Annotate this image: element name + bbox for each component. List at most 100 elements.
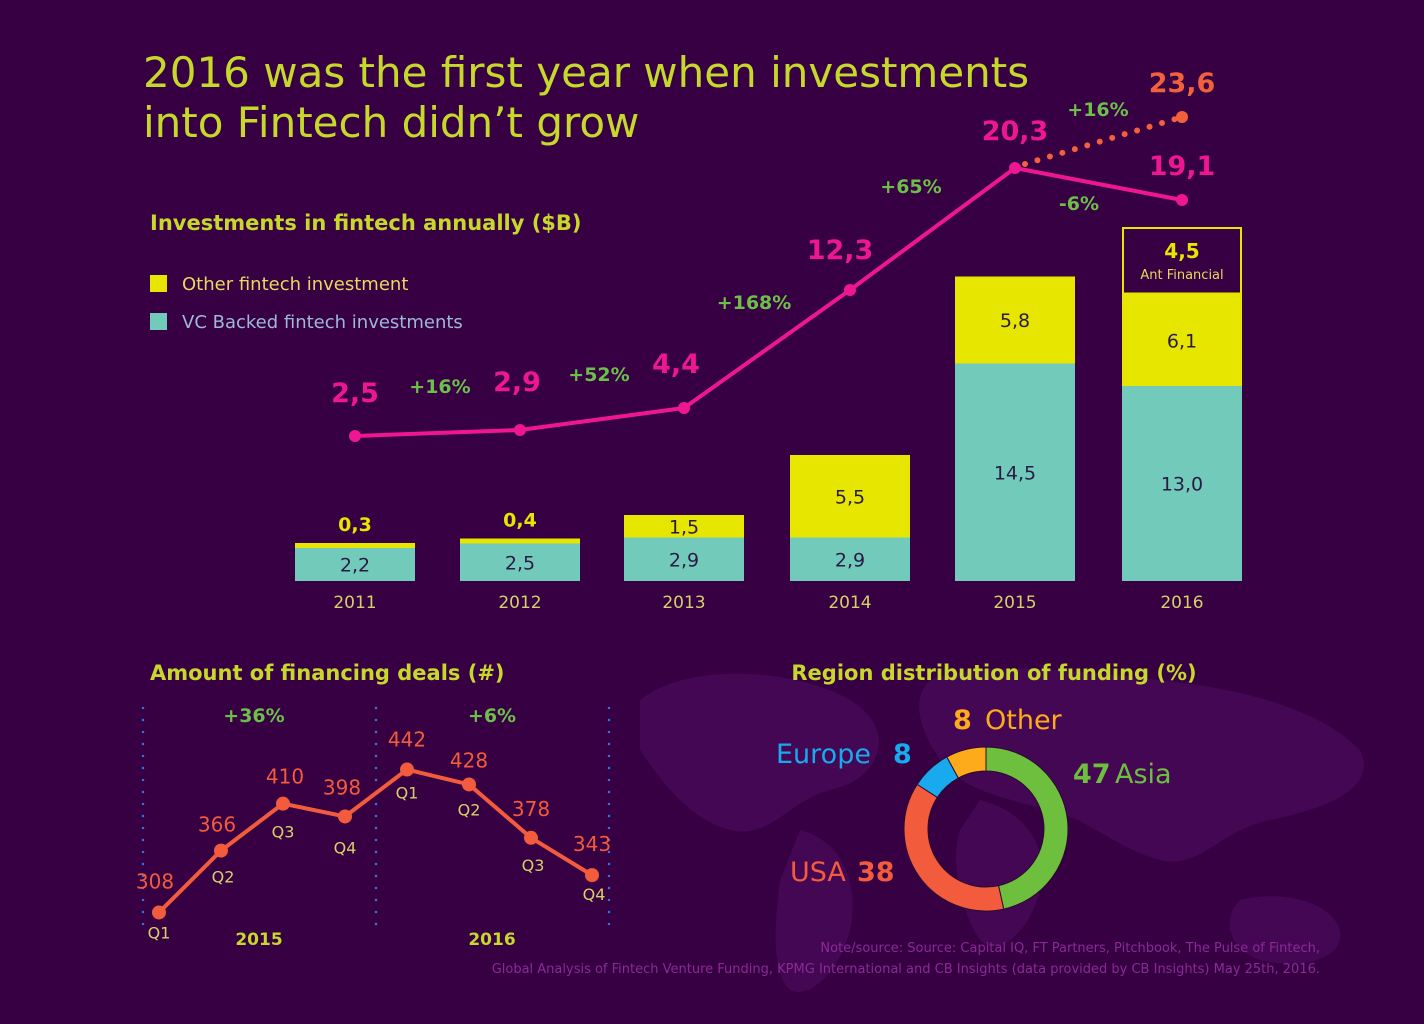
deal-point-4 (400, 762, 414, 777)
deals-chart-title: Amount of financing deals (#) (150, 661, 505, 685)
deal-point-7 (585, 868, 599, 883)
total-label-2014: 12,3 (807, 235, 874, 266)
total-point-2011 (349, 430, 361, 442)
deal-point-6 (524, 830, 538, 845)
total-investment-line (354, 165, 1183, 438)
year-label-2014: 2014 (828, 593, 871, 613)
year-label-2016: 2016 (1160, 593, 1203, 613)
deal-point-0 (152, 905, 166, 920)
deal-point-3 (338, 809, 352, 824)
bar-label-other-2016: 6,1 (1167, 330, 1197, 352)
deal-value-5: 428 (450, 748, 488, 772)
bar-vc-2015 (955, 363, 1075, 581)
ant-financial-value: 4,5 (1164, 239, 1199, 263)
bar-label-vc-2011: 2,2 (340, 555, 370, 577)
deal-value-3: 398 (323, 775, 361, 799)
total-label-2015: 20,3 (982, 116, 1049, 147)
region-name-europe: Europe (776, 739, 871, 770)
deal-point-1 (214, 843, 228, 858)
bar-label-vc-2015: 14,5 (994, 462, 1036, 484)
bar-label-other-2015: 5,8 (1000, 310, 1030, 332)
deal-value-7: 343 (573, 832, 611, 856)
region-value-other: 8 (953, 705, 972, 736)
projection-line (1022, 114, 1185, 167)
stacked-bars: 2,2 0,3 2011 2,5 0,4 2012 2,9 1,5 2013 2,9 5,5 2014… (295, 227, 1242, 613)
projection-growth-label: +16% (1067, 99, 1128, 121)
bar-vc-2014 (790, 537, 910, 581)
total-point-2016 (1176, 194, 1188, 206)
deal-quarter-7: Q4 (583, 885, 606, 904)
legend-label-vc: VC Backed fintech investments (182, 312, 463, 333)
bar-label-vc-2014: 2,9 (835, 549, 865, 571)
total-label-2016: 19,1 (1149, 151, 1216, 182)
period-label-2016: 2016 (468, 930, 515, 950)
region-value-asia: 47 (1073, 759, 1111, 790)
bar-ant-financial-box (1122, 227, 1242, 295)
bar-vc-2012 (460, 543, 580, 581)
deal-value-6: 378 (512, 797, 550, 821)
bar-other-2013 (624, 515, 744, 538)
growth-label-1: +52% (568, 364, 629, 386)
bar-other-2016 (1122, 294, 1242, 386)
projection-label: 23,6 (1149, 68, 1216, 99)
title-line-2: into Fintech didn’t grow (143, 98, 639, 147)
bar-label-other-2014: 5,5 (835, 486, 865, 508)
total-label-2011: 2,5 (331, 378, 379, 409)
bar-label-other-2013: 1,5 (669, 516, 699, 538)
region-value-europe: 8 (893, 739, 912, 770)
total-point-2013 (678, 402, 690, 414)
deal-quarter-4: Q1 (396, 784, 419, 803)
deal-quarter-2: Q3 (272, 823, 295, 842)
total-line: 23,6 +16% 2,5 2,9 4,4 12,3 20,3 19,1 +16% +52% +16… (331, 68, 1215, 442)
donut-slice-usa (903, 783, 1005, 912)
region-name-other: Other (985, 705, 1063, 736)
growth-label-4: -6% (1059, 193, 1099, 215)
deal-value-2: 410 (266, 765, 304, 789)
bar-vc-2016 (1122, 386, 1242, 581)
total-label-2013: 4,4 (652, 349, 700, 380)
year-label-2012: 2012 (498, 593, 541, 613)
total-label-2012: 2,9 (493, 367, 541, 398)
bar-vc-2013 (624, 537, 744, 581)
deal-value-1: 366 (198, 813, 236, 837)
deal-value-4: 442 (388, 728, 426, 752)
deal-quarter-1: Q2 (212, 868, 235, 887)
deal-quarter-3: Q4 (334, 838, 357, 857)
bar-label-other-2011: 0,3 (338, 514, 372, 536)
deal-quarter-5: Q2 (458, 800, 481, 819)
total-point-2012 (514, 424, 526, 436)
deal-value-0: 308 (136, 869, 174, 893)
deal-point-5 (462, 777, 476, 792)
region-value-usa: 38 (857, 857, 895, 888)
bar-other-2012 (460, 538, 580, 544)
deals-line (157, 767, 594, 914)
total-point-2014 (844, 284, 856, 296)
deal-quarter-0: Q1 (148, 923, 171, 942)
growth-label-3: +65% (880, 176, 941, 198)
bar-label-vc-2016: 13,0 (1161, 474, 1203, 496)
growth-label-2: +168% (717, 292, 792, 314)
bar-label-vc-2012: 2,5 (505, 552, 535, 574)
source-note-line-2: Global Analysis of Fintech Venture Fundi… (492, 962, 1320, 977)
year-label-2011: 2011 (333, 593, 376, 613)
source-note-line-1: Note/source: Source: Capital IQ, FT Part… (820, 941, 1320, 956)
legend-swatch-vc (150, 313, 167, 330)
bar-other-2015 (955, 276, 1075, 364)
legend-swatch-other (150, 275, 167, 292)
deal-point-2 (276, 796, 290, 811)
legend-label-other: Other fintech investment (182, 274, 408, 295)
projection-point (1176, 111, 1188, 123)
period-growth-2015: +36% (223, 705, 284, 727)
bar-other-2011 (295, 543, 415, 548)
bar-label-vc-2013: 2,9 (669, 549, 699, 571)
year-label-2013: 2013 (662, 593, 705, 613)
donut-slice-other (946, 746, 987, 779)
growth-label-0: +16% (409, 376, 470, 398)
year-label-2015: 2015 (993, 593, 1036, 613)
region-name-asia: Asia (1115, 759, 1172, 790)
period-label-2015: 2015 (235, 930, 282, 950)
deals-line-chart: 308 Q1 366 Q2 410 Q3 398 Q4 442 Q1 428 Q2 378 Q3 343 Q4… (136, 705, 611, 950)
region-donut: 47 Asia USA 38 Europe 8 8 Other (776, 705, 1172, 912)
investments-chart-title: Investments in fintech annually ($B) (150, 211, 582, 235)
